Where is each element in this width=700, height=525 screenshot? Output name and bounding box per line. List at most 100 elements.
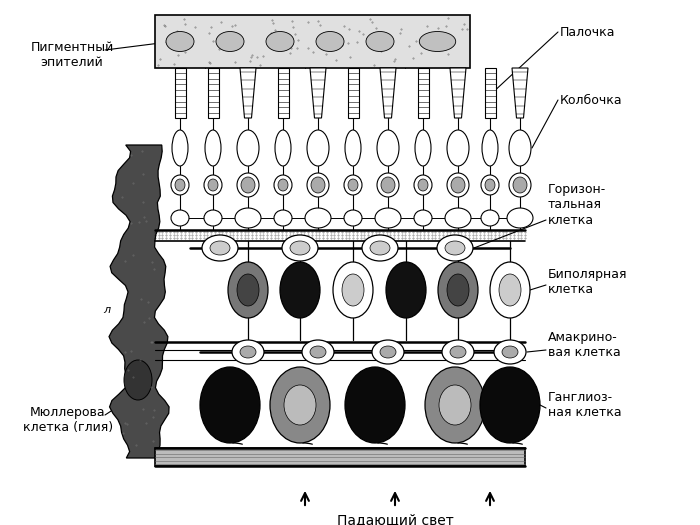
Ellipse shape [419,32,456,51]
Bar [484,68,496,118]
Ellipse shape [235,208,261,228]
Ellipse shape [282,235,318,261]
Ellipse shape [386,262,426,318]
Ellipse shape [439,385,471,425]
Ellipse shape [481,210,499,226]
Ellipse shape [171,175,189,195]
Ellipse shape [502,346,518,358]
Ellipse shape [266,32,294,51]
Polygon shape [380,68,396,118]
Ellipse shape [490,262,530,318]
Ellipse shape [216,32,244,51]
Text: Пигментный
эпителий: Пигментный эпителий [30,41,113,69]
Ellipse shape [348,179,358,191]
Ellipse shape [278,179,288,191]
Ellipse shape [307,130,329,166]
Ellipse shape [438,262,478,318]
Ellipse shape [333,262,373,318]
Text: Ганглиоз-
ная клетка: Ганглиоз- ная клетка [548,391,622,419]
Ellipse shape [447,130,469,166]
Ellipse shape [307,173,329,197]
Text: Падающий свет: Падающий свет [337,513,454,525]
Ellipse shape [513,177,527,193]
Ellipse shape [204,175,222,195]
Ellipse shape [311,177,325,193]
Ellipse shape [377,173,399,197]
Bar [417,68,428,118]
Ellipse shape [270,367,330,443]
Ellipse shape [442,340,474,364]
Ellipse shape [445,241,465,255]
Ellipse shape [447,173,469,197]
Polygon shape [450,68,466,118]
Ellipse shape [232,340,264,364]
Text: л: л [104,305,111,315]
Ellipse shape [418,179,428,191]
Ellipse shape [275,130,291,166]
Ellipse shape [377,130,399,166]
Ellipse shape [485,179,495,191]
Ellipse shape [166,32,194,51]
Ellipse shape [481,175,499,195]
Ellipse shape [507,208,533,228]
Ellipse shape [381,177,395,193]
Ellipse shape [204,210,222,226]
Ellipse shape [437,235,473,261]
Ellipse shape [200,367,260,443]
Bar [347,68,358,118]
Ellipse shape [445,208,471,228]
Ellipse shape [228,262,268,318]
Ellipse shape [482,130,498,166]
Ellipse shape [362,235,398,261]
Ellipse shape [344,175,362,195]
Ellipse shape [305,208,331,228]
Ellipse shape [274,210,292,226]
Text: Амакрино-
вая клетка: Амакрино- вая клетка [548,331,621,359]
Bar [155,15,470,68]
Text: Палочка: Палочка [560,26,615,38]
Ellipse shape [171,210,189,226]
Bar [207,68,218,118]
Ellipse shape [237,173,259,197]
Ellipse shape [237,274,259,306]
Ellipse shape [290,241,310,255]
Ellipse shape [175,179,185,191]
Polygon shape [310,68,326,118]
Ellipse shape [480,367,540,443]
Text: Горизон-
тальная
клетка: Горизон- тальная клетка [548,184,606,226]
Polygon shape [512,68,528,118]
Ellipse shape [509,173,531,197]
Bar [155,448,525,466]
Ellipse shape [241,177,255,193]
Ellipse shape [509,130,531,166]
Polygon shape [109,145,169,458]
Ellipse shape [370,241,390,255]
Text: Биполярная
клетка: Биполярная клетка [548,268,627,296]
Ellipse shape [205,130,221,166]
Ellipse shape [494,340,526,364]
Ellipse shape [302,340,334,364]
Ellipse shape [240,346,256,358]
Ellipse shape [375,208,401,228]
Ellipse shape [316,32,344,51]
Ellipse shape [414,210,432,226]
Ellipse shape [342,274,364,306]
Ellipse shape [172,130,188,166]
Ellipse shape [447,274,469,306]
Ellipse shape [366,32,394,51]
Ellipse shape [124,360,152,400]
Ellipse shape [202,235,238,261]
Ellipse shape [344,210,362,226]
Ellipse shape [451,177,465,193]
Ellipse shape [415,130,431,166]
Ellipse shape [210,241,230,255]
Ellipse shape [414,175,432,195]
Ellipse shape [425,367,485,443]
Bar [174,68,186,118]
Ellipse shape [208,179,218,191]
Ellipse shape [237,130,259,166]
Ellipse shape [380,346,396,358]
Ellipse shape [372,340,404,364]
Ellipse shape [274,175,292,195]
Ellipse shape [280,262,320,318]
